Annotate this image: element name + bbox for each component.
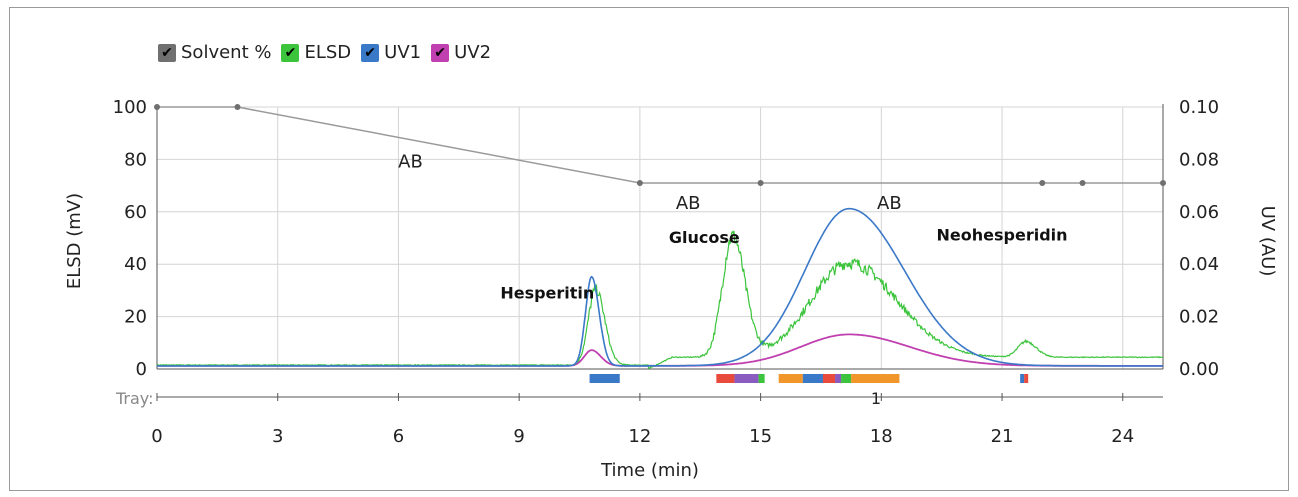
axes: 0 3 6 9 12 15 18 21 24 0 20 40 60 80 100 0.00 0.02 0.04 0.…: [113, 97, 1219, 447]
y-left-tick-label: 40: [124, 254, 147, 275]
x-tick-label: 3: [272, 426, 283, 447]
fraction-bar: [841, 374, 852, 383]
solvent-line: [157, 106, 1163, 184]
annotations: AB AB AB Hesperitin Glucose Neohesperidin: [398, 151, 1067, 302]
series-uv1-line: [157, 207, 1163, 367]
fraction-bar: [758, 374, 765, 383]
fraction-bar: [716, 374, 735, 383]
tray-label: Tray:: [115, 389, 154, 408]
x-axis-label: Time (min): [600, 460, 699, 481]
x-tick-label: 15: [749, 426, 772, 447]
solvent-point: [154, 104, 160, 110]
peak-label: Hesperitin: [500, 283, 594, 302]
y-left-tick-label: 0: [136, 359, 147, 380]
y-right-tick-label: 0.04: [1179, 254, 1219, 275]
series-uv2-line: [157, 333, 1163, 367]
solvent-segment-label: AB: [398, 151, 423, 172]
legend-solvent-checkbox-icon[interactable]: ✔: [158, 43, 176, 62]
x-tick-label: 6: [393, 426, 404, 447]
x-tick-label: 0: [151, 426, 162, 447]
solvent-point: [1160, 179, 1166, 186]
tray-number: 1: [871, 389, 881, 408]
series-layer: [154, 104, 1166, 369]
legend-uv1-checkbox-icon[interactable]: ✔: [361, 43, 380, 62]
y-right-tick-label: 0.00: [1179, 359, 1219, 380]
x-tick-label: 21: [991, 426, 1014, 447]
chart-frame: [9, 7, 1289, 491]
legend-elsd-checkbox-icon[interactable]: ✔: [281, 43, 300, 62]
legend-uv2-checkbox-icon[interactable]: ✔: [431, 43, 450, 62]
legend-uv2[interactable]: ✔ UV2: [431, 42, 491, 63]
fraction-bar: [1024, 374, 1029, 383]
fraction-bar: [589, 374, 620, 383]
x-tick-label: 24: [1111, 426, 1134, 447]
fraction-bar: [835, 374, 842, 383]
y-right-tick-label: 0.02: [1179, 307, 1219, 328]
x-tick-label: 18: [870, 426, 893, 447]
series-elsd-line: [156, 230, 1164, 369]
y-left-tick-label: 100: [113, 97, 147, 118]
legend-solvent-label: Solvent %: [181, 42, 272, 63]
legend-solvent[interactable]: ✔ Solvent %: [158, 42, 271, 63]
peak-label: Neohesperidin: [937, 226, 1068, 245]
solvent-point: [636, 179, 643, 186]
y-right-tick-label: 0.10: [1179, 97, 1219, 118]
y-left-tick-label: 20: [124, 307, 147, 328]
fraction-bar: [1020, 374, 1025, 383]
solvent-segment-label: AB: [676, 193, 701, 214]
solvent-point: [1079, 179, 1086, 186]
fraction-bar: [851, 374, 900, 383]
peak-label: Glucose: [669, 228, 740, 247]
fraction-bar: [822, 374, 836, 383]
x-tick-label: 9: [513, 426, 524, 447]
y-right-tick-label: 0.06: [1179, 202, 1219, 223]
x-tick-label: 12: [628, 426, 651, 447]
solvent-segment-label: AB: [877, 193, 902, 214]
y-right-axis-label: UV (AU): [1257, 206, 1278, 277]
legend-elsd-label: ELSD: [304, 42, 352, 63]
fraction-bar: [778, 374, 803, 383]
fraction-bar: [734, 374, 759, 383]
chart-legend: ✔ Solvent % ✔ ELSD ✔ UV1 ✔ UV2: [158, 42, 491, 63]
y-left-axis-label: ELSD (mV): [64, 193, 85, 289]
solvent-point: [1039, 179, 1046, 186]
solvent-point: [757, 179, 764, 186]
fraction-bar: [802, 374, 823, 383]
y-left-tick-label: 60: [124, 202, 147, 223]
solvent-point: [234, 104, 241, 110]
grid-lines: [157, 106, 1163, 369]
legend-elsd[interactable]: ✔ ELSD: [281, 42, 351, 63]
y-right-tick-label: 0.08: [1179, 149, 1219, 170]
y-left-tick-label: 80: [124, 149, 147, 170]
legend-uv2-label: UV2: [454, 42, 492, 63]
fraction-bars: [589, 374, 1029, 383]
legend-uv1-label: UV1: [384, 42, 422, 63]
legend-uv1[interactable]: ✔ UV1: [361, 42, 421, 63]
